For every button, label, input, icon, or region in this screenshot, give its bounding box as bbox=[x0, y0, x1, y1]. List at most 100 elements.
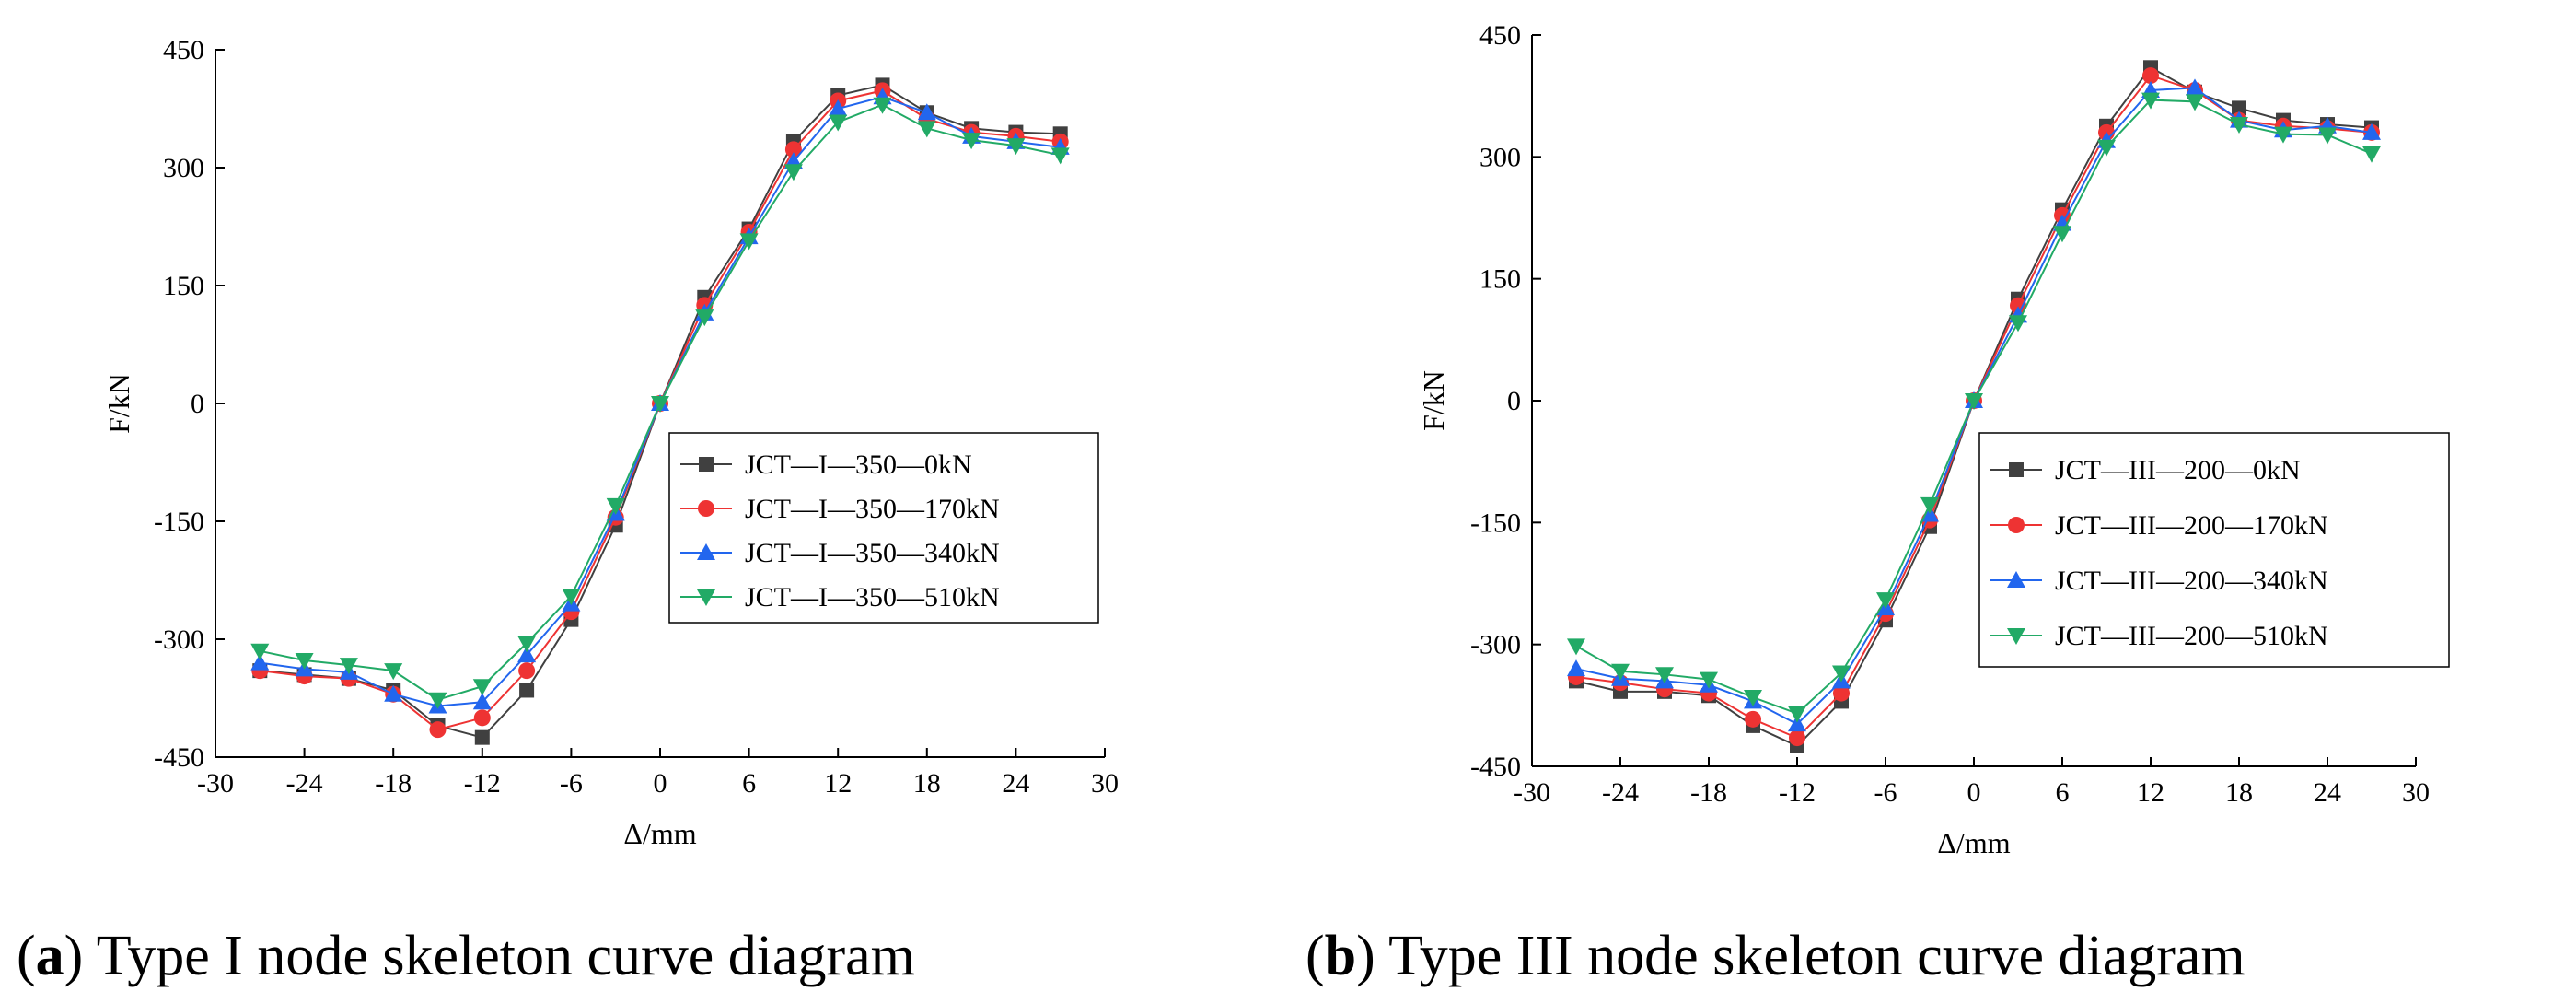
x-tick-label: 12 bbox=[2137, 777, 2164, 808]
caption-a: (a) Type I node skeleton curve diagram bbox=[17, 925, 915, 987]
data-point-s1 bbox=[1745, 710, 1761, 728]
legend-box bbox=[668, 432, 1099, 624]
data-point-s3 bbox=[829, 114, 848, 132]
x-tick-label: 30 bbox=[2402, 777, 2430, 808]
x-tick-label: 18 bbox=[913, 768, 941, 799]
data-point-s3 bbox=[250, 643, 270, 660]
data-point-s1 bbox=[2010, 297, 2026, 314]
data-point-s3 bbox=[1567, 638, 1585, 656]
legend-label-0: JCT—I—350—0kN bbox=[745, 449, 972, 480]
legend-marker-0 bbox=[2009, 462, 2024, 477]
data-point-s3 bbox=[1050, 147, 1070, 165]
legend: JCT—I—350—0kN JCT—I—350—170kN JCT—I—350—34… bbox=[668, 432, 1099, 624]
data-point-s3 bbox=[2362, 146, 2381, 163]
data-point-s3 bbox=[428, 692, 447, 709]
y-tick-label: 450 bbox=[163, 35, 204, 65]
x-axis-label: Δ/mm bbox=[623, 817, 696, 850]
x-tick-label: -12 bbox=[464, 768, 501, 799]
y-tick-label: -150 bbox=[1470, 508, 1521, 538]
data-point-s3 bbox=[1832, 665, 1851, 683]
data-point-s2 bbox=[250, 653, 270, 671]
y-tick-label: -300 bbox=[154, 624, 204, 655]
data-point-s2 bbox=[917, 103, 936, 121]
legend-label-1: JCT—III—200—170kN bbox=[2055, 510, 2328, 541]
y-tick-label: 300 bbox=[1479, 142, 1521, 172]
x-tick-label: 30 bbox=[1091, 768, 1119, 799]
x-tick-label: -24 bbox=[286, 768, 323, 799]
x-tick-label: -30 bbox=[1514, 777, 1550, 808]
data-point-s3 bbox=[2141, 92, 2160, 110]
data-point-s2 bbox=[2362, 123, 2381, 140]
data-point-s2 bbox=[384, 684, 403, 702]
x-tick-label: -6 bbox=[1874, 777, 1897, 808]
data-point-s1 bbox=[518, 662, 536, 680]
x-tick-label: 0 bbox=[1967, 777, 1981, 808]
data-point-s1 bbox=[2142, 67, 2159, 85]
caption-b-label: b bbox=[1325, 925, 1356, 987]
data-point-s1 bbox=[1789, 729, 1805, 747]
chart-b: -30 -24 -18 -12 -6 0 6 12 18 24 30 -450 -300 -150 0 150… bbox=[1417, 20, 2450, 859]
data-point-s2 bbox=[517, 646, 537, 663]
data-point-s3 bbox=[606, 497, 625, 515]
legend-label-2: JCT—I—350—340kN bbox=[745, 538, 1000, 568]
data-point-s3 bbox=[873, 97, 892, 114]
data-point-s3 bbox=[1611, 663, 1630, 681]
data-point-s3 bbox=[695, 309, 714, 327]
x-tick-label: -30 bbox=[197, 768, 234, 799]
data-point-s3 bbox=[1920, 496, 1939, 514]
x-tick-label: -12 bbox=[1779, 777, 1816, 808]
data-point-s1 bbox=[429, 721, 447, 739]
y-tick-label: 150 bbox=[1479, 264, 1521, 295]
y-tick-label: -300 bbox=[1470, 630, 1521, 660]
x-tick-label: 12 bbox=[824, 768, 852, 799]
data-point-s2 bbox=[472, 693, 492, 710]
data-point-s3 bbox=[1788, 706, 1806, 723]
legend-label-1: JCT—I—350—170kN bbox=[745, 494, 1000, 524]
x-axis-label: Δ/mm bbox=[1937, 826, 2010, 859]
data-point-s3 bbox=[295, 653, 314, 671]
data-point-s3 bbox=[472, 679, 492, 696]
data-point-s3 bbox=[783, 164, 803, 181]
legend-marker-0 bbox=[699, 457, 714, 472]
y-tick-label: 450 bbox=[1479, 20, 1521, 51]
legend-marker-1 bbox=[698, 500, 714, 517]
data-point-s3 bbox=[1655, 667, 1674, 684]
x-tick-label: 18 bbox=[2225, 777, 2253, 808]
caption-b: (b) Type III node skeleton curve diagram bbox=[1305, 925, 2245, 987]
y-tick-label: 0 bbox=[1507, 386, 1521, 416]
legend-marker-2 bbox=[2007, 571, 2025, 588]
legend-label-2: JCT—III—200—340kN bbox=[2055, 566, 2328, 596]
y-tick-label: 150 bbox=[163, 271, 204, 301]
data-point-s3 bbox=[917, 121, 936, 138]
x-tick-label: 24 bbox=[2314, 777, 2341, 808]
data-point-s3 bbox=[517, 636, 537, 653]
data-point-s3 bbox=[1744, 690, 1762, 707]
data-point-s2 bbox=[2186, 78, 2204, 96]
x-tick-label: -6 bbox=[560, 768, 583, 799]
data-point-s1 bbox=[784, 141, 802, 158]
data-point-s3 bbox=[2186, 94, 2204, 111]
y-tick-label: -450 bbox=[154, 742, 204, 773]
legend-marker-1 bbox=[2008, 517, 2025, 533]
x-tick-label: 24 bbox=[1002, 768, 1029, 799]
y-axis-label: F/kN bbox=[1417, 370, 1450, 431]
data-point-s3 bbox=[562, 589, 581, 606]
legend-label-0: JCT—III—200—0kN bbox=[2055, 455, 2301, 485]
data-point-s2 bbox=[1788, 715, 1806, 732]
x-tick-label: 6 bbox=[2056, 777, 2070, 808]
data-point-s3 bbox=[1006, 138, 1026, 156]
data-point-s3 bbox=[1700, 671, 1718, 689]
legend: JCT—III—200—0kN JCT—III—200—170kN JCT—III—… bbox=[1978, 432, 2450, 668]
data-point-s1 bbox=[473, 709, 491, 727]
chart-a: -30 -24 -18 -12 -6 0 6 12 18 24 30 -450 -300 -150 0 150… bbox=[102, 35, 1119, 850]
data-point-s3 bbox=[739, 233, 759, 251]
y-tick-label: -150 bbox=[154, 507, 204, 537]
data-point-s3 bbox=[2318, 127, 2337, 145]
data-point-s3 bbox=[651, 396, 669, 413]
data-point-s3 bbox=[384, 663, 403, 681]
legend-marker-2 bbox=[697, 543, 715, 560]
data-point-s3 bbox=[2230, 117, 2248, 134]
y-tick-label: 300 bbox=[163, 153, 204, 183]
data-point-s3 bbox=[2274, 126, 2292, 144]
